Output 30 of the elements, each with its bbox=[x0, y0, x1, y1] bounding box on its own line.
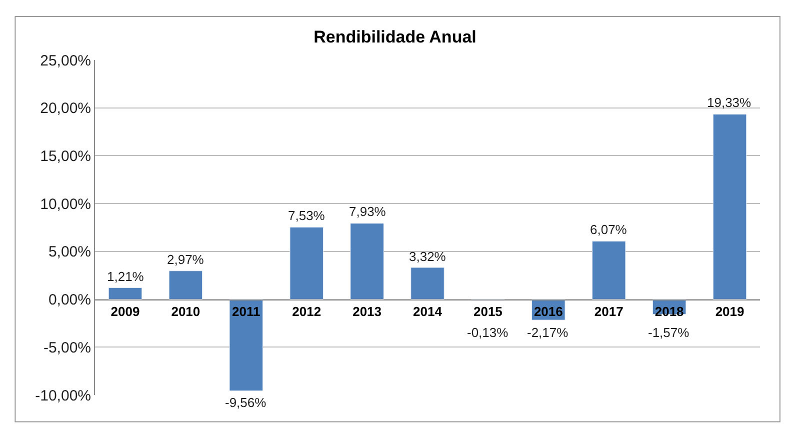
data-label: 1,21% bbox=[107, 269, 144, 284]
x-tick-label: 2010 bbox=[171, 304, 200, 319]
data-label: 7,93% bbox=[349, 204, 386, 219]
y-tick-label: 5,00% bbox=[48, 244, 91, 261]
data-label: -0,13% bbox=[467, 325, 509, 340]
x-tick-label: 2017 bbox=[594, 304, 624, 319]
x-tick-label: 2009 bbox=[110, 304, 140, 319]
data-label: 2,97% bbox=[167, 252, 204, 267]
chart-title: Rendibilidade Anual bbox=[314, 27, 476, 46]
y-tick-label: 10,00% bbox=[40, 196, 91, 213]
data-label: 3,32% bbox=[409, 249, 446, 264]
y-tick-label: -5,00% bbox=[43, 339, 91, 356]
x-tick-label: 2016 bbox=[534, 304, 563, 319]
data-label: 6,07% bbox=[590, 222, 628, 237]
x-tick-label: 2011 bbox=[232, 304, 260, 319]
y-tick-label: 0,00% bbox=[48, 292, 91, 309]
x-tick-label: 2019 bbox=[715, 304, 744, 319]
y-tick-label: -10,00% bbox=[35, 387, 91, 404]
x-tick-label: 2013 bbox=[352, 304, 382, 319]
y-tick-label: 25,00% bbox=[40, 52, 91, 70]
data-label: -9,56% bbox=[225, 395, 267, 410]
x-tick-label: 2015 bbox=[473, 304, 502, 319]
x-tick-label: 2012 bbox=[292, 304, 322, 319]
x-tick-label: 2014 bbox=[413, 304, 443, 319]
y-tick-label: 15,00% bbox=[40, 148, 91, 165]
data-label: 7,53% bbox=[288, 208, 326, 223]
y-tick-label: 20,00% bbox=[40, 100, 91, 118]
data-label: 19,33% bbox=[707, 95, 752, 110]
data-label: -2,17% bbox=[527, 325, 569, 340]
data-label: -1,57% bbox=[648, 325, 690, 340]
